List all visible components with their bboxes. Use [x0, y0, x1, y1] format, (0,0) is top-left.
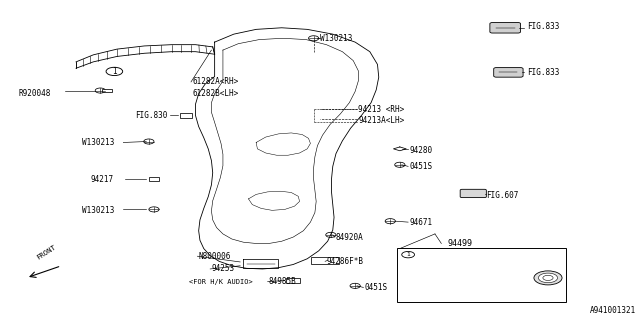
Text: FIG.833: FIG.833	[527, 68, 560, 77]
Text: 84985B: 84985B	[269, 277, 297, 286]
Text: necessary length.: necessary length.	[402, 290, 476, 296]
Bar	[102, 89, 112, 92]
Circle shape	[543, 275, 553, 280]
Text: 94217: 94217	[90, 175, 113, 184]
Text: FIG.607: FIG.607	[486, 190, 518, 200]
Text: W130213: W130213	[83, 206, 115, 215]
Text: 94671: 94671	[410, 218, 433, 227]
Text: N800006: N800006	[198, 252, 231, 261]
Text: 61282A<RH>: 61282A<RH>	[192, 77, 239, 86]
Text: 94280: 94280	[410, 146, 433, 155]
Bar	[286, 278, 300, 283]
Text: <FOR H/K AUDIO>: <FOR H/K AUDIO>	[189, 279, 253, 285]
Text: W130213: W130213	[83, 138, 115, 147]
Text: R920048: R920048	[19, 89, 51, 98]
Circle shape	[538, 273, 557, 283]
Text: 94213A<LH>: 94213A<LH>	[358, 116, 404, 125]
Text: 94213 <RH>: 94213 <RH>	[358, 105, 404, 114]
Text: 94286F*B: 94286F*B	[326, 257, 364, 266]
Text: 0451S: 0451S	[410, 162, 433, 171]
Circle shape	[106, 67, 123, 76]
FancyBboxPatch shape	[490, 22, 520, 33]
Text: A941001321: A941001321	[590, 306, 636, 315]
Text: ①  94499: ① 94499	[421, 251, 456, 257]
Text: 1: 1	[406, 252, 410, 257]
Text: Length of the 94499 is 25m.: Length of the 94499 is 25m.	[402, 264, 520, 270]
Text: 1: 1	[112, 67, 116, 76]
Bar	[311, 257, 339, 264]
Text: 0451S: 0451S	[365, 283, 388, 292]
Text: FIG.833: FIG.833	[527, 22, 560, 31]
FancyBboxPatch shape	[493, 68, 523, 77]
Text: Please cut it according to: Please cut it according to	[402, 277, 515, 283]
Circle shape	[402, 252, 415, 258]
Text: FRONT: FRONT	[36, 244, 58, 260]
Bar	[149, 177, 159, 181]
Text: 94253: 94253	[211, 264, 235, 274]
Bar	[180, 113, 191, 118]
Text: W130213: W130213	[320, 35, 353, 44]
Text: FIG.830: FIG.830	[135, 111, 167, 120]
Text: 61282B<LH>: 61282B<LH>	[192, 89, 239, 98]
FancyBboxPatch shape	[460, 189, 486, 197]
Text: 94499: 94499	[448, 239, 473, 248]
Circle shape	[534, 271, 562, 285]
Bar	[397, 248, 566, 302]
Text: 84920A: 84920A	[336, 233, 364, 242]
